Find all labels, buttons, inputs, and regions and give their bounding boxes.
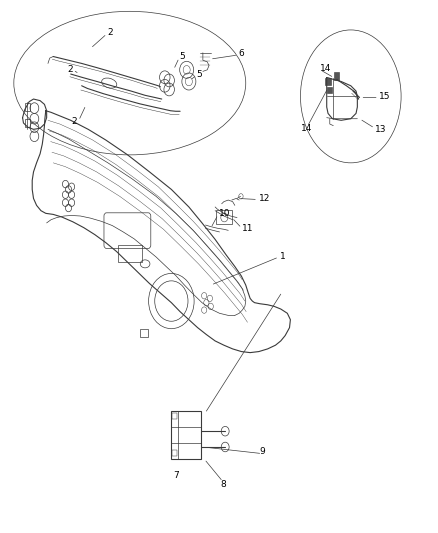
- Bar: [333, 72, 338, 80]
- Text: 5: 5: [196, 70, 202, 78]
- Text: 2: 2: [67, 66, 73, 74]
- Text: 7: 7: [173, 471, 178, 480]
- Text: 11: 11: [242, 224, 253, 233]
- Text: 14: 14: [319, 64, 331, 73]
- Bar: [25, 119, 30, 127]
- Text: 2: 2: [107, 28, 113, 37]
- Text: 15: 15: [378, 92, 390, 101]
- Text: 9: 9: [259, 447, 265, 456]
- Text: 5: 5: [179, 52, 184, 61]
- Text: 13: 13: [374, 125, 386, 134]
- Text: 12: 12: [258, 194, 270, 203]
- Bar: [172, 450, 176, 456]
- Bar: [25, 103, 30, 111]
- Bar: [140, 329, 148, 337]
- Text: 14: 14: [300, 124, 311, 133]
- Bar: [118, 245, 142, 262]
- Bar: [171, 411, 201, 459]
- Text: 1: 1: [279, 253, 285, 261]
- Text: 2: 2: [71, 117, 77, 126]
- Text: 8: 8: [219, 480, 226, 489]
- Bar: [326, 87, 332, 93]
- Bar: [325, 78, 330, 85]
- Text: 6: 6: [238, 50, 244, 58]
- Bar: [172, 413, 176, 419]
- Text: 10: 10: [218, 209, 230, 218]
